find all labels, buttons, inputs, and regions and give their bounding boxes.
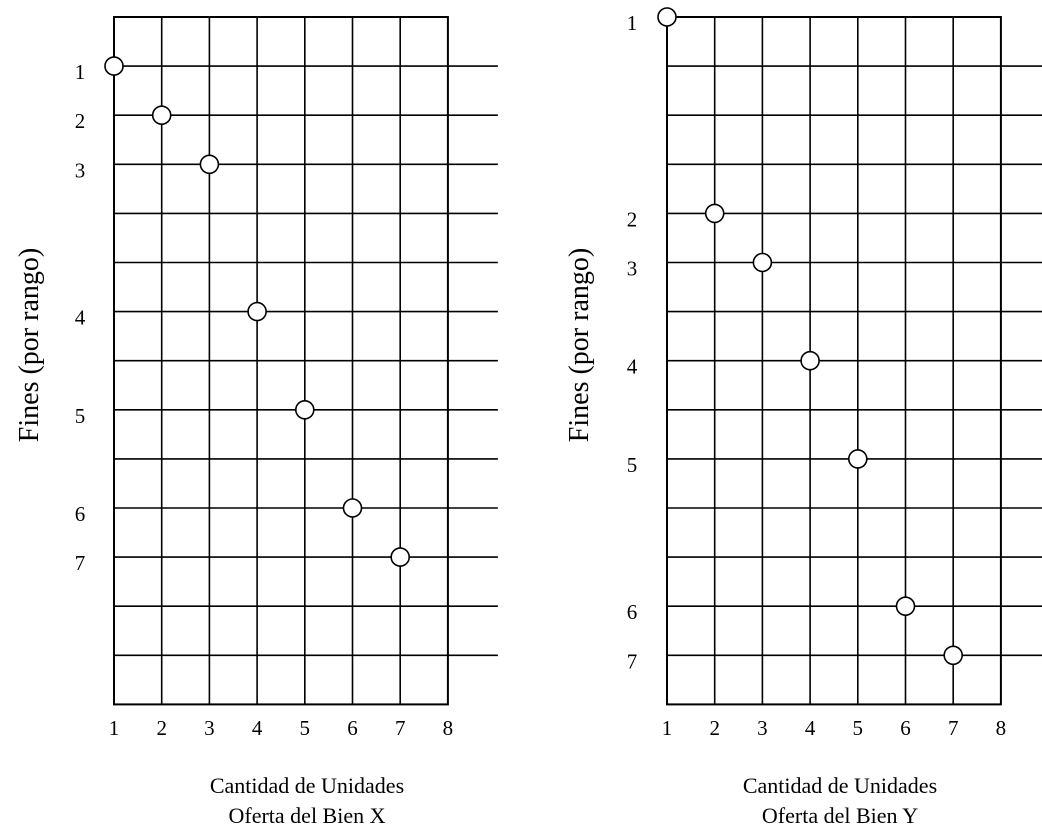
y-axis-label: Fines (por rango) bbox=[14, 248, 45, 442]
x-tick-label: 2 bbox=[709, 716, 720, 740]
data-point bbox=[704, 203, 725, 224]
data-point bbox=[342, 498, 363, 518]
data-point bbox=[847, 449, 868, 469]
data-point bbox=[247, 301, 267, 322]
rank-label: 4 bbox=[627, 355, 638, 379]
rank-label: 1 bbox=[75, 60, 86, 84]
chart-bien-x: 1 2 3 4 5 6 7 8 1 2 3 4 5 6 7 Fines (por rango) Cantidad… bbox=[14, 16, 498, 828]
rank-label: 3 bbox=[75, 158, 86, 182]
rank-label: 5 bbox=[627, 453, 638, 477]
data-point bbox=[294, 399, 315, 420]
rank-label: 7 bbox=[75, 551, 86, 575]
x-tick-label: 7 bbox=[948, 716, 959, 740]
x-tick-label: 1 bbox=[662, 716, 673, 740]
chart-bien-y: 1 2 3 4 5 6 7 8 1 2 3 4 5 6 7 Fines (por rango) Cantidad… bbox=[564, 7, 1042, 828]
x-tick-label: 6 bbox=[900, 716, 911, 740]
data-point bbox=[752, 252, 773, 273]
x-axis-label: Oferta del Bien Y bbox=[762, 803, 918, 828]
x-tick-label: 4 bbox=[252, 716, 263, 740]
data-point bbox=[895, 596, 916, 617]
x-axis-label: Cantidad de Unidades bbox=[210, 773, 404, 798]
data-point bbox=[199, 154, 220, 175]
y-axis-label: Fines (por rango) bbox=[564, 248, 595, 442]
rank-label: 2 bbox=[75, 109, 86, 133]
rank-label: 6 bbox=[75, 502, 86, 526]
x-axis-label: Oferta del Bien X bbox=[229, 803, 386, 828]
x-tick-label: 3 bbox=[204, 716, 215, 740]
rank-label: 3 bbox=[627, 257, 638, 281]
data-point bbox=[104, 56, 124, 76]
x-tick-label: 5 bbox=[853, 716, 864, 740]
rank-label: 6 bbox=[627, 600, 638, 624]
rank-label: 7 bbox=[627, 649, 638, 673]
x-tick-label: 4 bbox=[805, 716, 816, 740]
data-point bbox=[390, 547, 411, 567]
x-tick-label: 8 bbox=[996, 716, 1007, 740]
x-tick-label: 1 bbox=[109, 716, 120, 740]
rank-label: 5 bbox=[75, 404, 86, 428]
x-tick-label: 3 bbox=[757, 716, 768, 740]
x-axis-label: Cantidad de Unidades bbox=[743, 773, 937, 798]
rank-label: 4 bbox=[75, 306, 86, 330]
data-point bbox=[800, 350, 820, 371]
data-point bbox=[657, 7, 677, 27]
x-tick-label: 6 bbox=[347, 716, 358, 740]
x-tick-label: 5 bbox=[300, 716, 311, 740]
data-point bbox=[151, 105, 172, 125]
x-tick-label: 2 bbox=[156, 716, 167, 740]
x-tick-label: 8 bbox=[443, 716, 454, 740]
rank-label: 2 bbox=[627, 207, 638, 231]
rank-label: 1 bbox=[627, 11, 638, 35]
x-tick-label: 7 bbox=[395, 716, 406, 740]
data-point bbox=[943, 645, 964, 666]
